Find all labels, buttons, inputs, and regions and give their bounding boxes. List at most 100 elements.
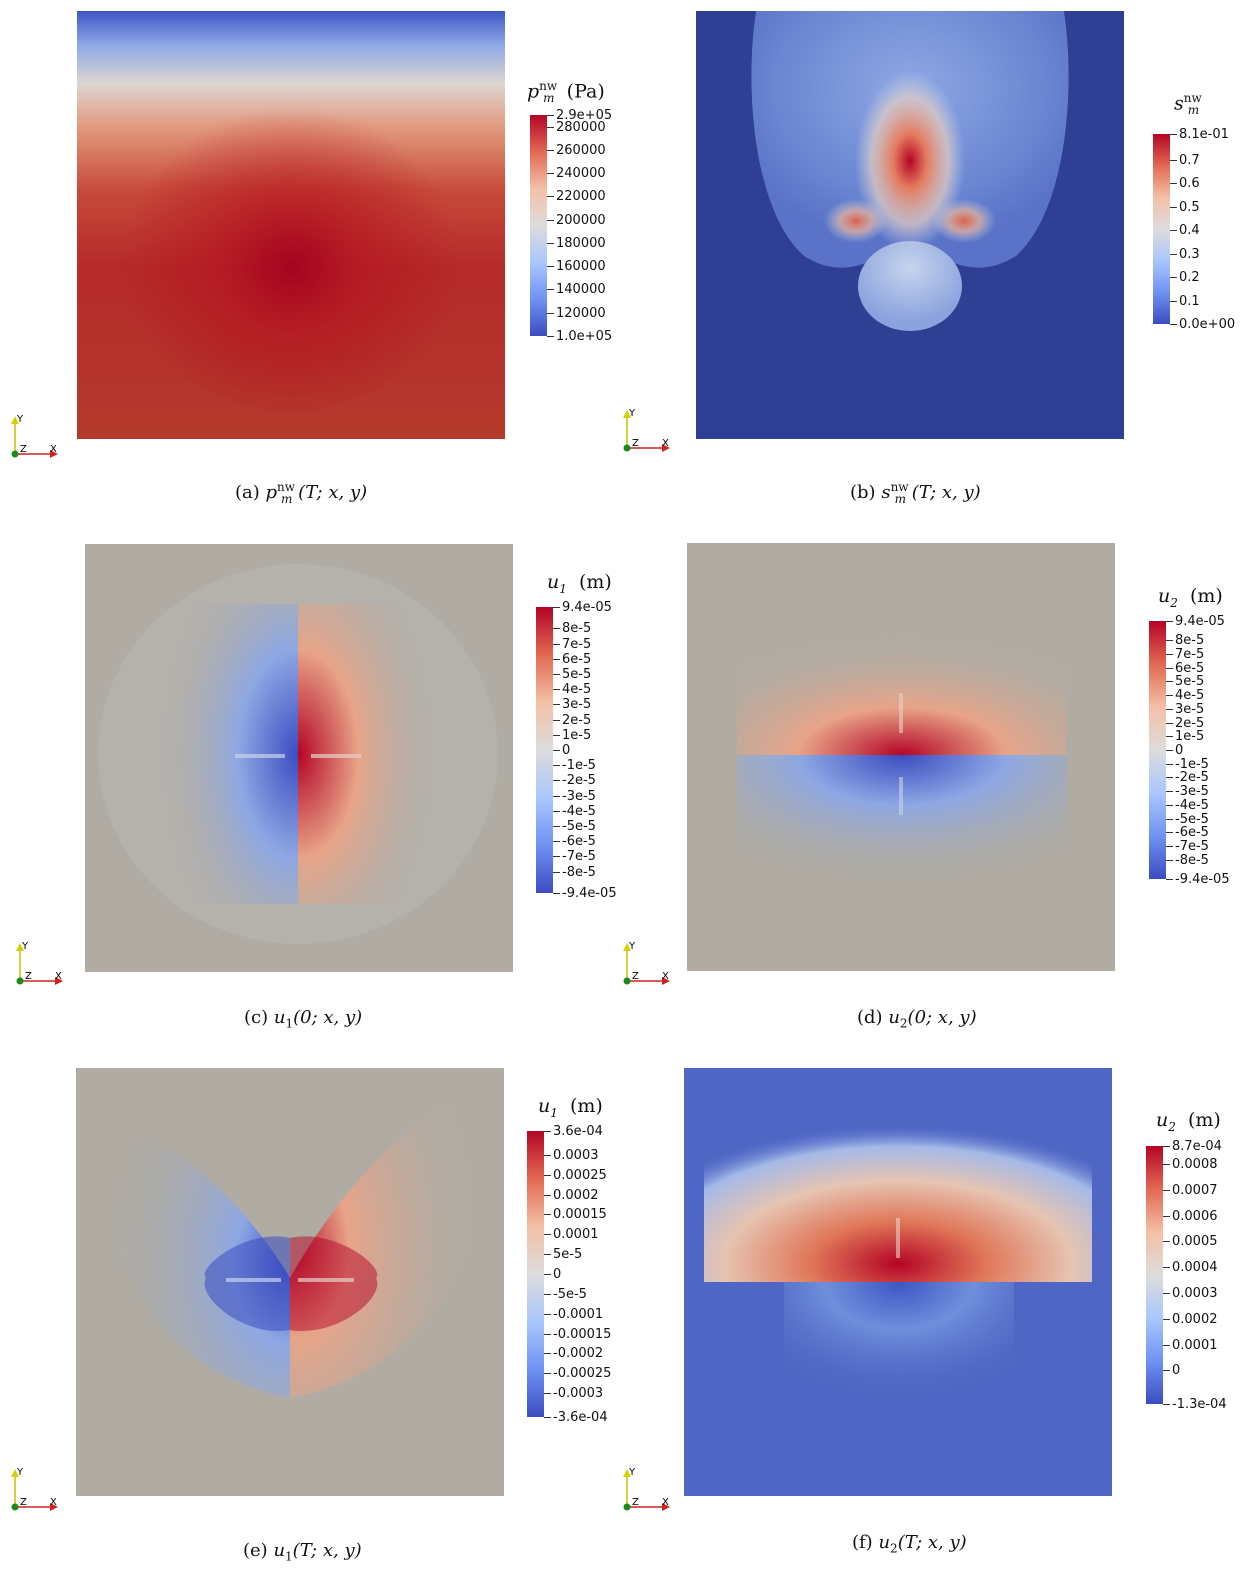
colorbar-tick [544,1314,551,1315]
colorbar-tick [1163,1164,1170,1165]
colorbar-tick-label: -5e-5 [553,1287,587,1302]
caption-d: (d) u2(0; x, y) [857,1007,977,1031]
colorbar-tick [1166,723,1173,724]
triad-z-label: Z [20,1497,27,1508]
colorbar-tick [1166,621,1173,622]
triad-x-label: X [662,438,669,449]
colorbar-tick-label: 4e-5 [562,682,592,697]
colorbar-tick-label: 5e-5 [1175,674,1205,689]
colorbar-tick-label: 220000 [556,189,606,204]
triad-y-label: Y [628,408,636,419]
colorbar-tick [544,1175,551,1176]
colorbar-tick [1166,709,1173,710]
colorbar-b [1153,134,1170,324]
colorbar-tick-label: 4e-5 [1175,688,1205,703]
colorbar-tick-label: 0.0006 [1172,1209,1218,1224]
colorbar-tick-label: -1e-5 [1175,757,1209,772]
colorbar-tick-label: 0.3 [1179,247,1200,262]
colorbar-tick [544,1353,551,1354]
colorbar-tick-label: 0.0001 [553,1227,599,1242]
colorbar-tick [553,780,560,781]
colorbar-tick-label: 260000 [556,143,606,158]
triad-x-label: X [662,1497,669,1508]
colorbar-tick-label: 1.0e+05 [556,329,613,344]
colorbar-tick-label: 7e-5 [562,637,592,652]
triad-y-label: Y [21,941,29,952]
colorbar-tick [553,659,560,660]
colorbar-tick [1170,324,1177,325]
colorbar-tick-label: 0.0005 [1172,1234,1218,1249]
colorbar-tick [1170,301,1177,302]
colorbar-tick [1166,668,1173,669]
colorbar-tick [1163,1404,1170,1405]
colorbar-tick [553,765,560,766]
colorbar-tick-label: -9.4e-05 [562,886,617,901]
colorbar-tick-label: -4e-5 [562,804,596,819]
colorbar-tick-label: 0.0002 [1172,1312,1218,1327]
colorbar-title-d: u2 (m) [1158,585,1223,610]
colorbar-tick-label: 6e-5 [1175,661,1205,676]
colorbar-tick-label: 0 [1175,743,1184,758]
colorbar-tick [1163,1146,1170,1147]
colorbar-tick [1166,736,1173,737]
colorbar-tick-label: 2.9e+05 [556,108,613,123]
plot-d [687,543,1115,971]
colorbar-tick-label: 2e-5 [1175,716,1205,731]
colorbar-tick [1163,1293,1170,1294]
colorbar-tick-label: 0.0004 [1172,1260,1218,1275]
colorbar-tick [1166,805,1173,806]
colorbar-tick-label: -2e-5 [562,773,596,788]
colorbar-tick [547,266,554,267]
colorbar-tick-label: -6e-5 [562,834,596,849]
colorbar-tick-label: 0.1 [1179,294,1200,309]
colorbar-tick-label: 120000 [556,306,606,321]
colorbar-tick-label: 280000 [556,120,606,135]
triad-z-label: Z [632,971,639,982]
colorbar-tick [547,115,554,116]
colorbar-tick [1163,1267,1170,1268]
colorbar-tick-label: 0.4 [1179,223,1200,238]
colorbar-tick-label: 8e-5 [1175,633,1205,648]
colorbar-tick [553,628,560,629]
plot-c [85,544,513,972]
colorbar-tick [1163,1241,1170,1242]
colorbar-tick [1163,1345,1170,1346]
colorbar-tick [544,1393,551,1394]
colorbar-tick-label: 0.5 [1179,200,1200,215]
colorbar-tick-label: 0.0003 [1172,1286,1218,1301]
colorbar-tick [547,243,554,244]
colorbar-tick-label: -3e-5 [562,789,596,804]
axes-triad-c: Y Z X [13,939,73,989]
colorbar-tick-label: 3.6e-04 [553,1124,603,1139]
colorbar-tick-label: 0.00015 [553,1207,607,1222]
colorbar-tick-label: 0.0002 [553,1188,599,1203]
colorbar-tick-label: -6e-5 [1175,825,1209,840]
colorbar-tick-label: -5e-5 [1175,812,1209,827]
colorbar-tick [1166,777,1173,778]
caption-e: (e) u1(T; x, y) [243,1540,362,1564]
colorbar-tick-label: 0.6 [1179,176,1200,191]
colorbar-tick [553,872,560,873]
triad-x-label: X [662,971,669,982]
colorbar-tick [1166,750,1173,751]
colorbar-tick-label: 8.7e-04 [1172,1139,1222,1154]
colorbar-tick [544,1334,551,1335]
caption-f: (f) u2(T; x, y) [852,1532,967,1556]
colorbar-tick [553,856,560,857]
colorbar-c [536,607,553,893]
colorbar-tick-label: -3.6e-04 [553,1410,608,1425]
colorbar-tick [1163,1370,1170,1371]
axes-triad-f: Y Z X [620,1465,680,1515]
colorbar-tick-label: -0.00015 [553,1327,612,1342]
colorbar-tick [547,173,554,174]
colorbar-tick-label: -8e-5 [1175,853,1209,868]
colorbar-tick-label: 0.0003 [553,1148,599,1163]
axes-triad-a: Y Z X [8,412,68,462]
colorbar-tick [547,313,554,314]
colorbar-tick-label: -7e-5 [1175,839,1209,854]
colorbar-tick-label: 9.4e-05 [562,600,612,615]
colorbar-tick-label: 3e-5 [1175,702,1205,717]
colorbar-tick [1163,1190,1170,1191]
colorbar-tick-label: -4e-5 [1175,798,1209,813]
colorbar-tick-label: -0.00025 [553,1366,612,1381]
